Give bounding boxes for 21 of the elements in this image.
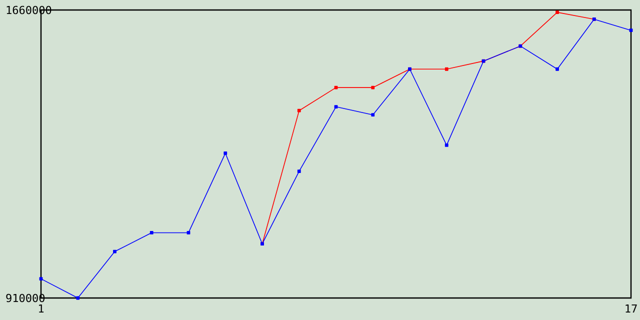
point bbox=[76, 296, 80, 300]
point bbox=[224, 152, 228, 155]
point bbox=[444, 143, 448, 147]
y-tick-label: 1660000 bbox=[6, 6, 52, 14]
point bbox=[186, 231, 190, 234]
y-tick-label: 910000 bbox=[6, 294, 45, 302]
point bbox=[556, 67, 559, 71]
point bbox=[629, 28, 633, 32]
x-tick-label: 1 bbox=[39, 304, 44, 313]
point bbox=[334, 105, 338, 108]
point bbox=[150, 231, 154, 234]
point bbox=[297, 170, 301, 173]
x-tick-label: 17 bbox=[626, 304, 637, 313]
point bbox=[39, 277, 43, 280]
point bbox=[113, 250, 116, 254]
point bbox=[371, 86, 375, 90]
point bbox=[444, 67, 448, 71]
point bbox=[556, 10, 559, 14]
point bbox=[334, 86, 338, 90]
point bbox=[371, 113, 375, 117]
point bbox=[297, 108, 301, 112]
